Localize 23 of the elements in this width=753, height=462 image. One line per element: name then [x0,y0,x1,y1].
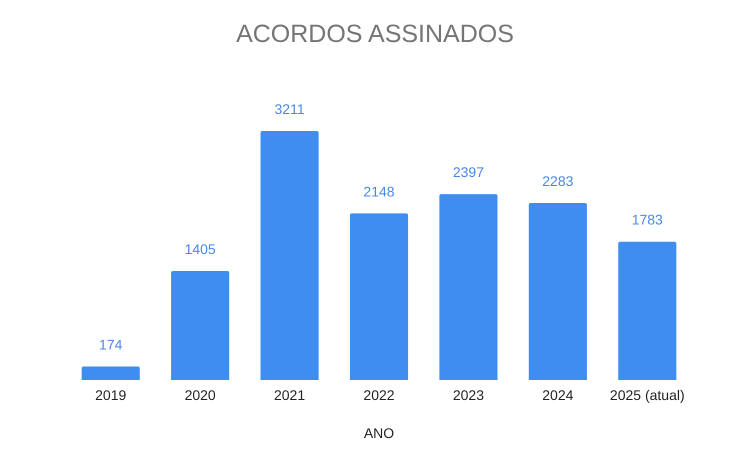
x-tick-label: 2024 [542,387,574,403]
bar [171,271,230,380]
x-tick-label: 2021 [274,387,306,403]
x-tick-label: 2019 [95,387,126,403]
bar [618,242,676,380]
x-tick-label: 2023 [452,387,484,403]
x-axis-title: ANO [364,425,394,441]
data-label: 2283 [542,172,574,189]
bar [260,131,319,380]
data-label: 2148 [363,183,395,200]
data-label: 1783 [632,212,664,228]
data-label: 2397 [452,164,484,180]
x-tick-label: 2020 [184,387,216,403]
chart-title: ACORDOS ASSINADOS [236,20,514,48]
data-label: 174 [99,336,123,353]
bar [439,194,498,380]
data-label: 3211 [274,101,305,117]
bar [528,202,587,380]
x-tick-label: 2022 [363,387,395,403]
bar [350,213,408,380]
x-tick-label: 2025 (atual) [610,387,685,403]
bar [82,366,140,380]
data-label: 1405 [184,241,216,258]
